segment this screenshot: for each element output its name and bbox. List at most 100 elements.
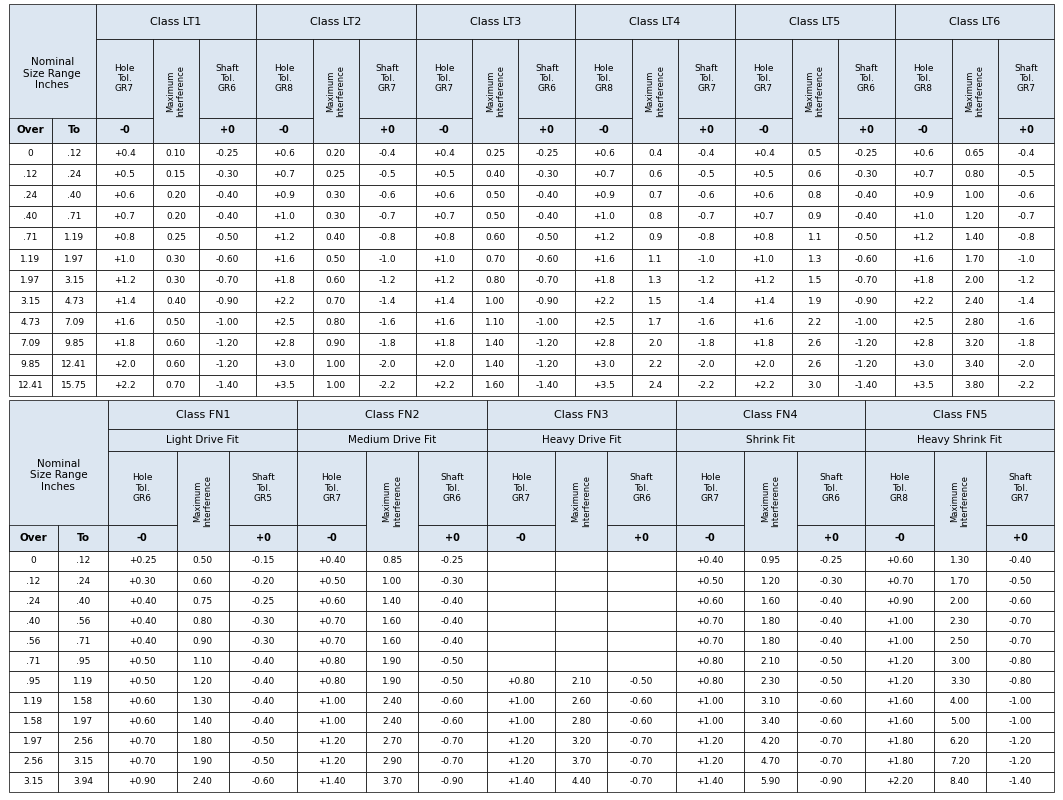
Text: +0.70: +0.70 — [129, 758, 156, 766]
Bar — [997, 186, 1054, 206]
Text: +1.2: +1.2 — [114, 276, 135, 285]
Text: 1.40: 1.40 — [964, 234, 984, 242]
Text: +0.80: +0.80 — [696, 677, 724, 686]
Bar — [607, 671, 676, 691]
Bar — [519, 118, 575, 143]
Bar — [96, 375, 153, 396]
Text: -0.15: -0.15 — [252, 557, 275, 566]
Bar — [256, 4, 416, 39]
Text: -0.6: -0.6 — [378, 191, 395, 200]
Text: +1.6: +1.6 — [114, 318, 135, 326]
Bar — [865, 671, 933, 691]
Text: -0.80: -0.80 — [1009, 677, 1032, 686]
Bar — [607, 712, 676, 732]
Bar — [676, 772, 744, 792]
Bar — [52, 249, 96, 270]
Bar — [313, 186, 358, 206]
Bar — [256, 312, 313, 333]
Bar — [951, 143, 997, 164]
Text: 0.6: 0.6 — [808, 170, 822, 179]
Text: +1.0: +1.0 — [593, 213, 614, 222]
Text: 7.09: 7.09 — [20, 339, 40, 348]
Text: +2.2: +2.2 — [114, 381, 135, 390]
Bar — [678, 164, 735, 186]
Bar — [678, 39, 735, 118]
Text: +0.70: +0.70 — [885, 577, 913, 586]
Text: Over: Over — [17, 126, 45, 135]
Text: -0.70: -0.70 — [630, 738, 654, 746]
Bar — [472, 290, 519, 312]
Text: 1.20: 1.20 — [964, 213, 984, 222]
Text: 1.70: 1.70 — [950, 577, 969, 586]
Text: -0.50: -0.50 — [252, 738, 275, 746]
Text: Shaft
Tol.
GR7: Shaft Tol. GR7 — [375, 63, 399, 94]
Text: +1.40: +1.40 — [507, 778, 535, 786]
Text: .12: .12 — [27, 577, 40, 586]
Text: 12.41: 12.41 — [62, 360, 87, 369]
Bar — [678, 143, 735, 164]
Bar — [797, 591, 865, 611]
Bar — [58, 671, 108, 691]
Bar — [487, 691, 555, 712]
Text: 9.85: 9.85 — [20, 360, 40, 369]
Bar — [229, 526, 298, 551]
Bar — [933, 712, 986, 732]
Bar — [865, 732, 933, 752]
Bar — [678, 118, 735, 143]
Bar — [895, 143, 951, 164]
Text: 0.7: 0.7 — [648, 191, 662, 200]
Text: To: To — [77, 533, 89, 543]
Text: 3.10: 3.10 — [760, 697, 780, 706]
Bar — [108, 631, 176, 651]
Text: .71: .71 — [77, 637, 90, 646]
Text: -1.20: -1.20 — [855, 339, 878, 348]
Bar — [933, 651, 986, 671]
Bar — [416, 39, 472, 118]
Bar — [472, 354, 519, 375]
Bar — [9, 333, 52, 354]
Bar — [52, 312, 96, 333]
Text: -1.8: -1.8 — [1017, 339, 1035, 348]
Text: 0.25: 0.25 — [325, 170, 345, 179]
Bar — [865, 631, 933, 651]
Text: -0.60: -0.60 — [1009, 597, 1032, 606]
Text: 1.00: 1.00 — [382, 577, 402, 586]
Text: +0.40: +0.40 — [318, 557, 345, 566]
Bar — [838, 227, 895, 249]
Bar — [313, 39, 358, 143]
Text: -0: -0 — [439, 126, 450, 135]
Text: 1.60: 1.60 — [486, 381, 505, 390]
Text: +0.60: +0.60 — [129, 697, 156, 706]
Bar — [366, 732, 418, 752]
Text: 1.30: 1.30 — [192, 697, 213, 706]
Bar — [9, 611, 58, 631]
Text: 0.50: 0.50 — [166, 318, 186, 326]
Text: -0.8: -0.8 — [378, 234, 395, 242]
Text: -0.7: -0.7 — [697, 213, 715, 222]
Text: 3.70: 3.70 — [382, 778, 402, 786]
Text: +0.25: +0.25 — [129, 557, 156, 566]
Bar — [313, 143, 358, 164]
Bar — [607, 631, 676, 651]
Bar — [199, 290, 256, 312]
Text: +1.00: +1.00 — [507, 717, 535, 726]
Bar — [676, 526, 744, 551]
Bar — [96, 118, 153, 143]
Text: .12: .12 — [77, 557, 90, 566]
Bar — [678, 354, 735, 375]
Text: Nominal
Size Range
Inches: Nominal Size Range Inches — [30, 459, 87, 492]
Bar — [895, 375, 951, 396]
Text: 0.20: 0.20 — [325, 149, 345, 158]
Bar — [792, 164, 838, 186]
Bar — [229, 691, 298, 712]
Bar — [735, 312, 792, 333]
Text: -0.30: -0.30 — [820, 577, 843, 586]
Bar — [366, 651, 418, 671]
Bar — [792, 186, 838, 206]
Text: 1.90: 1.90 — [192, 758, 213, 766]
Text: -0.60: -0.60 — [535, 254, 558, 263]
Bar — [199, 333, 256, 354]
Bar — [52, 290, 96, 312]
Text: -0.40: -0.40 — [252, 717, 274, 726]
Bar — [487, 611, 555, 631]
